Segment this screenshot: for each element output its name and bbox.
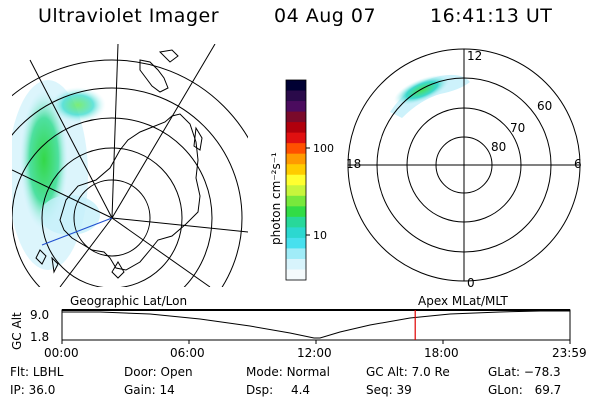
x-tick-1800: 18:00 [424, 346, 459, 360]
door-value: Open [160, 365, 193, 379]
y-tick-9: 9.0 [30, 308, 50, 322]
glon-value: 69.7 [534, 383, 562, 397]
glat-status: GLat: −78.3 [488, 365, 561, 379]
mode-value: Normal [286, 365, 330, 379]
gain-value: 14 [159, 383, 175, 397]
aurora-core [20, 90, 68, 230]
colorbar-segment [286, 80, 306, 92]
instrument-title: Ultraviolet Imager [38, 5, 220, 27]
gc-alt-value: 7.0 Re [411, 365, 450, 379]
coastline [59, 113, 201, 271]
colorbar-segment [286, 90, 306, 102]
mlt-label-18: 18 [346, 157, 361, 171]
colorbar-segment [286, 174, 306, 186]
mlat-label-80: 80 [491, 140, 506, 154]
x-tick-0000: 00:00 [44, 346, 79, 360]
seq-value: 39 [396, 383, 412, 397]
dsp-status: Dsp: 4.4 [246, 383, 311, 397]
colorbar-segment [286, 153, 306, 165]
mode-status: Mode: Normal [246, 365, 330, 379]
date-label: 04 Aug 07 [274, 5, 377, 27]
x-tick-0600: 06:00 [170, 346, 205, 360]
colorbar-segment [286, 132, 306, 144]
timeline-right-label: Apex MLat/MLT [418, 294, 508, 308]
colorbar-segment [286, 258, 306, 271]
dsp-value: 4.4 [290, 383, 311, 397]
time-label: 16:41:13 UT [430, 5, 553, 27]
altitude-timeline: GC Alt [10, 309, 571, 350]
timeline-left-label: Geographic Lat/Lon [70, 294, 188, 308]
colorbar-tick-100: 100 [313, 142, 334, 155]
polar-map: 12 18 6 0 60 70 80 [346, 48, 582, 290]
door-status: Door: Open [124, 365, 193, 379]
colorbar-tick-10: 10 [313, 229, 327, 242]
mlt-label-12: 12 [467, 49, 482, 63]
colorbar-label: photon cm⁻²s⁻¹ [269, 152, 283, 245]
mlat-label-60: 60 [537, 99, 552, 113]
colorbar-segment [286, 195, 306, 207]
colorbar [286, 80, 306, 281]
colorbar-segment [286, 248, 306, 260]
y-tick-1-8: 1.8 [30, 330, 50, 344]
mlt-label-6: 6 [574, 157, 582, 171]
flt-status: Flt: LBHL [10, 365, 64, 379]
gc-alt-axis-label: GC Alt [10, 312, 24, 350]
colorbar-segment [286, 216, 306, 228]
colorbar-segment [286, 122, 306, 134]
gain-status: Gain: 14 [124, 383, 175, 397]
colorbar-segment [286, 269, 306, 281]
mlat-label-70: 70 [510, 121, 525, 135]
glon-status: GLon: 69.7 [488, 383, 562, 397]
glat-value: −78.3 [523, 365, 561, 379]
flt-value: LBHL [32, 365, 64, 379]
colorbar-segment [286, 164, 306, 176]
colorbar-segment [286, 237, 306, 250]
colorbar-segment [286, 143, 306, 155]
x-tick-2359: 23:59 [552, 346, 587, 360]
ip-value: 36.0 [28, 383, 56, 397]
gc-alt-status: GC Alt: 7.0 Re [366, 365, 450, 379]
mlt-label-0: 0 [467, 276, 475, 290]
colorbar-segment [286, 111, 306, 123]
colorbar-segment [286, 206, 306, 218]
colorbar-segment [286, 185, 306, 197]
altitude-curve [62, 310, 570, 339]
colorbar-segment [286, 101, 306, 113]
x-tick-1200: 12:00 [297, 346, 332, 360]
colorbar-segment [286, 227, 306, 239]
seq-status: Seq: 39 [366, 383, 412, 397]
ip-status: IP: 36.0 [10, 383, 56, 397]
